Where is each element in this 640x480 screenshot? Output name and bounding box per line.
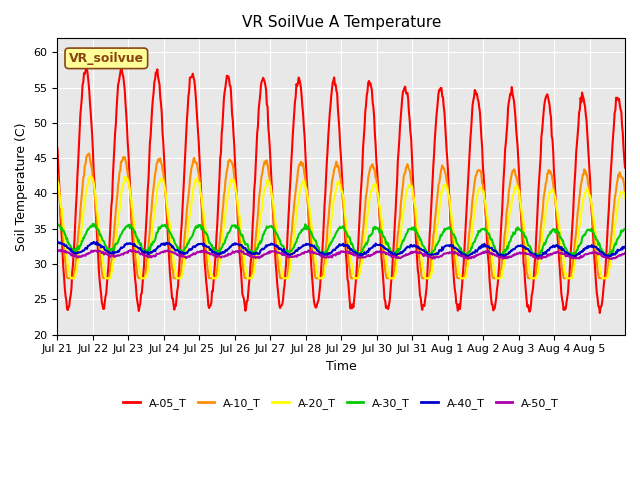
- A-20_T: [276, 254, 284, 260]
- Line: A-50_T: A-50_T: [58, 250, 625, 259]
- A-40_T: [54, 240, 61, 246]
- A-50_T: [225, 251, 233, 257]
- A-10_T: [226, 156, 234, 162]
- A-10_T: [276, 271, 284, 276]
- Line: A-40_T: A-40_T: [58, 242, 625, 257]
- A-30_T: [401, 235, 408, 241]
- A-50_T: [275, 250, 282, 255]
- A-50_T: [433, 254, 440, 260]
- Line: A-20_T: A-20_T: [58, 176, 625, 278]
- A-50_T: [121, 250, 129, 256]
- Line: A-10_T: A-10_T: [58, 154, 625, 278]
- A-50_T: [621, 250, 629, 256]
- A-05_T: [401, 85, 408, 91]
- A-20_T: [433, 223, 441, 228]
- A-10_T: [433, 197, 441, 203]
- Y-axis label: Soil Temperature (C): Soil Temperature (C): [15, 122, 28, 251]
- Title: VR SoilVue A Temperature: VR SoilVue A Temperature: [241, 15, 441, 30]
- A-30_T: [621, 226, 629, 232]
- A-05_T: [225, 77, 233, 83]
- A-40_T: [121, 241, 129, 247]
- A-10_T: [401, 170, 409, 176]
- A-05_T: [121, 87, 129, 93]
- A-05_T: [54, 145, 61, 151]
- A-05_T: [275, 295, 282, 300]
- A-40_T: [275, 246, 282, 252]
- A-20_T: [86, 173, 94, 179]
- A-05_T: [621, 165, 629, 170]
- A-30_T: [121, 227, 129, 232]
- A-50_T: [57, 247, 65, 253]
- A-20_T: [401, 197, 409, 203]
- A-30_T: [253, 246, 261, 252]
- A-20_T: [621, 195, 629, 201]
- A-20_T: [254, 239, 262, 244]
- A-20_T: [54, 179, 61, 185]
- Legend: A-05_T, A-10_T, A-20_T, A-30_T, A-40_T, A-50_T: A-05_T, A-10_T, A-20_T, A-30_T, A-40_T, …: [119, 394, 563, 413]
- A-05_T: [253, 130, 261, 135]
- A-40_T: [621, 244, 629, 250]
- A-30_T: [275, 236, 282, 241]
- A-20_T: [226, 183, 234, 189]
- A-30_T: [433, 242, 440, 248]
- A-40_T: [225, 245, 233, 251]
- A-05_T: [596, 310, 604, 316]
- A-50_T: [401, 253, 408, 259]
- A-10_T: [621, 192, 629, 197]
- A-30_T: [225, 229, 233, 235]
- A-10_T: [54, 172, 61, 178]
- A-30_T: [89, 221, 97, 227]
- A-05_T: [433, 115, 440, 121]
- A-05_T: [83, 65, 90, 71]
- Text: VR_soilvue: VR_soilvue: [68, 52, 144, 65]
- A-50_T: [253, 254, 261, 260]
- A-40_T: [253, 251, 261, 257]
- A-10_T: [85, 151, 93, 156]
- A-50_T: [54, 249, 61, 254]
- Line: A-30_T: A-30_T: [58, 224, 625, 256]
- A-20_T: [122, 178, 129, 184]
- A-10_T: [122, 158, 129, 164]
- A-10_T: [64, 276, 72, 281]
- A-10_T: [254, 212, 262, 217]
- A-50_T: [608, 256, 616, 262]
- Line: A-05_T: A-05_T: [58, 68, 625, 313]
- A-40_T: [401, 247, 408, 253]
- A-40_T: [605, 254, 612, 260]
- X-axis label: Time: Time: [326, 360, 356, 373]
- A-40_T: [90, 239, 97, 245]
- A-30_T: [54, 222, 61, 228]
- A-40_T: [433, 251, 440, 256]
- A-30_T: [534, 253, 541, 259]
- A-20_T: [68, 276, 76, 281]
